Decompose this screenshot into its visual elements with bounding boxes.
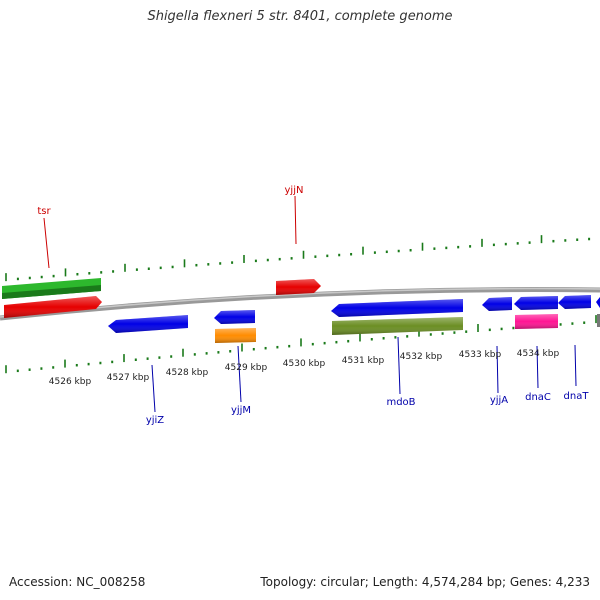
feature-cds-dnaC-shade [514,296,558,310]
scale-label: 4529 kbp [225,363,268,373]
leader-line-dnaC [536,345,539,389]
scale-label: 4531 kbp [342,356,385,366]
gene-label-yjjM[interactable]: yjjM [231,405,251,416]
gene-label-yjjN[interactable]: yjjN [285,185,304,196]
outer-tick-row [5,235,591,282]
feature-green-tsr-dark [2,285,101,299]
feature-cds-yjjN-shade [276,279,321,295]
reverse-gene-labels: yjiZ yjjM mdoB yjjA dnaC dnaT [146,336,590,426]
leader-line-dnaT [574,344,577,387]
scale-label: 4530 kbp [283,359,326,369]
scale-label: 4533 kbp [459,350,502,360]
feature-cds-dnaT-shade [558,295,591,309]
gene-label-yjiZ[interactable]: yjiZ [146,415,164,426]
feature-olive-mdoB-shade [332,317,463,335]
feature-cds-yjiZ-shade [108,315,188,333]
leader-line-mdoB [397,336,401,395]
scale-label: 4534 kbp [517,349,560,359]
feature-cds-edge[interactable] [596,297,600,308]
gene-label-tsr[interactable]: tsr [37,206,51,217]
inner-tick-row [5,315,597,374]
scale-label: 4528 kbp [166,368,209,378]
leader-line-yjiZ [151,364,156,413]
map-title: Shigella flexneri 5 str. 8401, complete … [147,9,453,24]
gene-label-dnaC[interactable]: dnaC [525,392,551,403]
feature-grey-edge [597,314,600,327]
scale-labels: 4526 kbp 4527 kbp 4528 kbp 4529 kbp 4530… [49,349,560,387]
feature-pink-dnaC-shade [515,314,558,329]
feature-orange-yjjM-shade [215,328,256,343]
gene-label-mdoB[interactable]: mdoB [386,397,415,408]
scale-label: 4532 kbp [400,352,443,362]
accession-text: Accession: NC_008258 [9,575,146,589]
feature-cds-mdoB-shade [331,299,463,317]
scale-label: 4527 kbp [107,373,150,383]
forward-gene-labels: tsr yjjN [37,185,304,269]
genome-summary-text: Topology: circular; Length: 4,574,284 bp… [260,575,590,589]
forward-features [2,278,321,318]
leader-line-yjjM [237,345,242,403]
feature-cds-yjjA-shade [482,297,512,311]
feature-cds-yjjM-shade [214,310,255,324]
leader-line-yjjN [294,195,297,245]
scale-label: 4526 kbp [49,377,92,387]
gene-label-dnaT[interactable]: dnaT [564,391,590,402]
reverse-features [108,295,600,343]
leader-line-tsr [43,217,50,269]
leader-line-yjjA [496,345,499,394]
gene-label-yjjA[interactable]: yjjA [490,395,508,406]
feature-cds-tsr-shade [4,296,102,318]
